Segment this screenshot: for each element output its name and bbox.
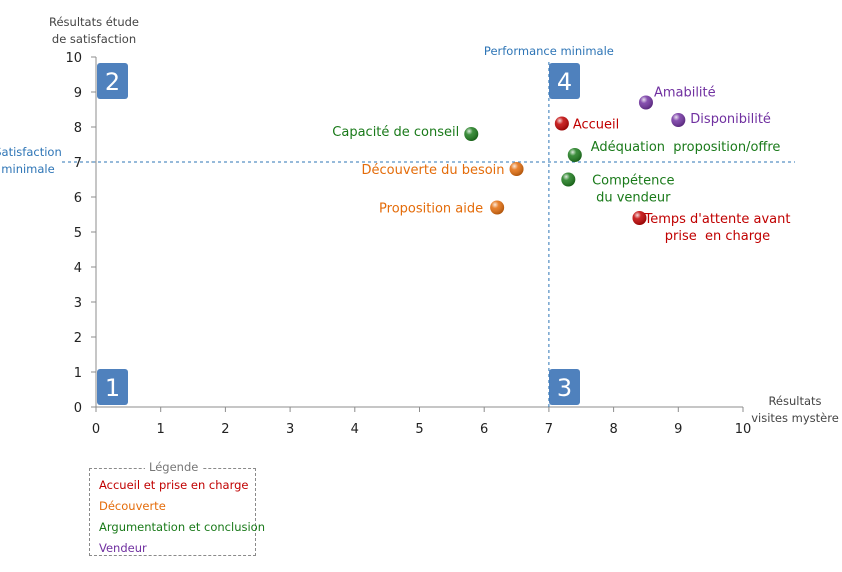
legend-title: Légende: [145, 460, 203, 474]
x-tick-label: 4: [351, 422, 359, 437]
y-tick-label: 2: [74, 331, 82, 346]
x-tick-label: 10: [735, 422, 752, 437]
quadrant-box-1: [97, 369, 128, 405]
y-tick-label: 8: [74, 121, 82, 136]
data-point-highlight: [561, 172, 576, 187]
y-tick-label: 1: [74, 366, 82, 381]
data-point-highlight: [464, 127, 479, 141]
x-tick-label: 9: [674, 422, 682, 437]
data-point-highlight: [567, 148, 582, 162]
legend-item-accueil: Accueil et prise en charge: [99, 478, 249, 492]
point-label: Capacité de conseil: [332, 125, 459, 140]
satisfaction-reference-label: Satisfaction minimale: [0, 145, 62, 176]
y-tick-label: 6: [74, 191, 82, 206]
performance-reference-label: Performance minimale: [484, 44, 614, 58]
y-tick-label: 9: [74, 86, 82, 101]
legend: Légende Accueil et prise en charge Décou…: [89, 460, 265, 556]
y-tick-label: 3: [74, 296, 82, 311]
x-tick-label: 5: [415, 422, 423, 437]
point-label: Adéquation proposition/offre: [591, 140, 781, 155]
y-axis-title: Résultats étude de satisfaction: [49, 15, 139, 46]
point-label: Amabilité: [654, 86, 716, 101]
point-label: Disponibilité: [690, 112, 771, 127]
legend-item-decouverte: Découverte: [99, 499, 166, 513]
data-point-highlight: [671, 113, 686, 127]
y-tick-label: 7: [74, 156, 82, 171]
quadrant-box-2: [97, 63, 128, 99]
x-tick-label: 3: [286, 422, 294, 437]
y-tick-label: 0: [74, 401, 82, 416]
y-tick-label: 5: [74, 226, 82, 241]
legend-item-vendeur: Vendeur: [99, 541, 147, 555]
x-axis-title: Résultats visites mystère: [751, 394, 839, 425]
x-tick-label: 1: [157, 422, 165, 437]
point-label: Compétence du vendeur: [592, 174, 674, 206]
point-label: Découverte du besoin: [361, 163, 504, 178]
quadrant-box-3: [549, 369, 580, 405]
x-tick-label: 0: [92, 422, 100, 437]
point-label: Accueil: [573, 118, 619, 133]
point-label: Proposition aide: [379, 202, 483, 217]
legend-item-argumentation: Argumentation et conclusion: [99, 520, 265, 534]
y-tick-label: 10: [65, 51, 82, 66]
quadrant-box-4: [549, 63, 580, 99]
data-point-highlight: [509, 162, 524, 176]
quadrant-number-1: 1: [105, 374, 120, 402]
x-tick-label: 6: [480, 422, 488, 437]
point-label: Temps d'attente avant prise en charge: [643, 212, 790, 244]
x-tick-label: 8: [609, 422, 617, 437]
quadrant-number-4: 4: [557, 68, 572, 96]
data-point-highlight: [632, 211, 647, 225]
y-tick-label: 4: [74, 261, 82, 276]
data-point-highlight: [490, 200, 505, 215]
quadrant-number-2: 2: [105, 68, 120, 96]
x-tick-label: 7: [545, 422, 553, 437]
data-point-highlight: [638, 95, 653, 110]
quadrant-number-3: 3: [557, 374, 572, 402]
data-point-highlight: [554, 116, 569, 131]
x-tick-label: 2: [221, 422, 229, 437]
scatter-chart: 2 4 1 3 0 1 2 3 4 5 6 7 8 9 10 0 1 2 3 4 5 6 7 8 9 10 Performanc…: [0, 15, 839, 437]
